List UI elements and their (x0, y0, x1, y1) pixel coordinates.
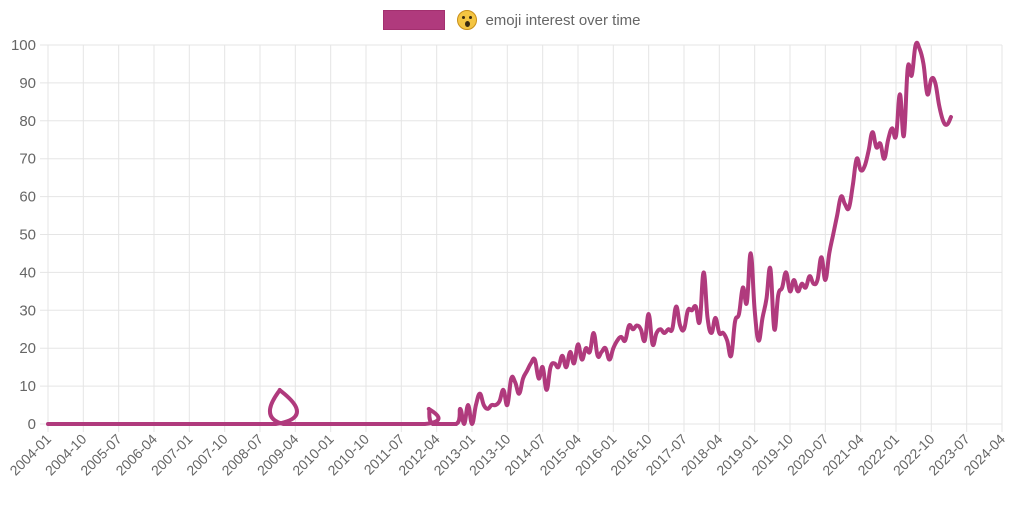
y-tick-label: 80 (19, 113, 36, 130)
y-tick-label: 30 (19, 302, 36, 319)
y-axis: 0 10 20 30 40 50 60 70 80 90 100 (11, 37, 36, 433)
chart-grid (40, 44, 1003, 432)
y-tick-label: 70 (19, 151, 36, 168)
y-tick-label: 60 (19, 189, 36, 206)
series-line (46, 40, 953, 427)
legend-label: emoji interest over time (485, 11, 641, 29)
y-tick-label: 90 (19, 75, 36, 92)
y-tick-label: 10 (19, 378, 36, 395)
y-tick-label: 20 (19, 340, 36, 357)
x-axis: 2004-012004-102005-072006-042007-012007-… (6, 431, 1008, 479)
y-tick-label: 50 (19, 227, 36, 244)
y-tick-label: 0 (28, 416, 36, 433)
y-tick-label: 100 (11, 37, 36, 54)
chart-legend[interactable]: emoji interest over time (0, 10, 1024, 30)
y-tick-label: 40 (19, 264, 36, 281)
astonished-face-emoji-icon (457, 10, 478, 30)
legend-color-swatch[interactable] (383, 10, 446, 30)
